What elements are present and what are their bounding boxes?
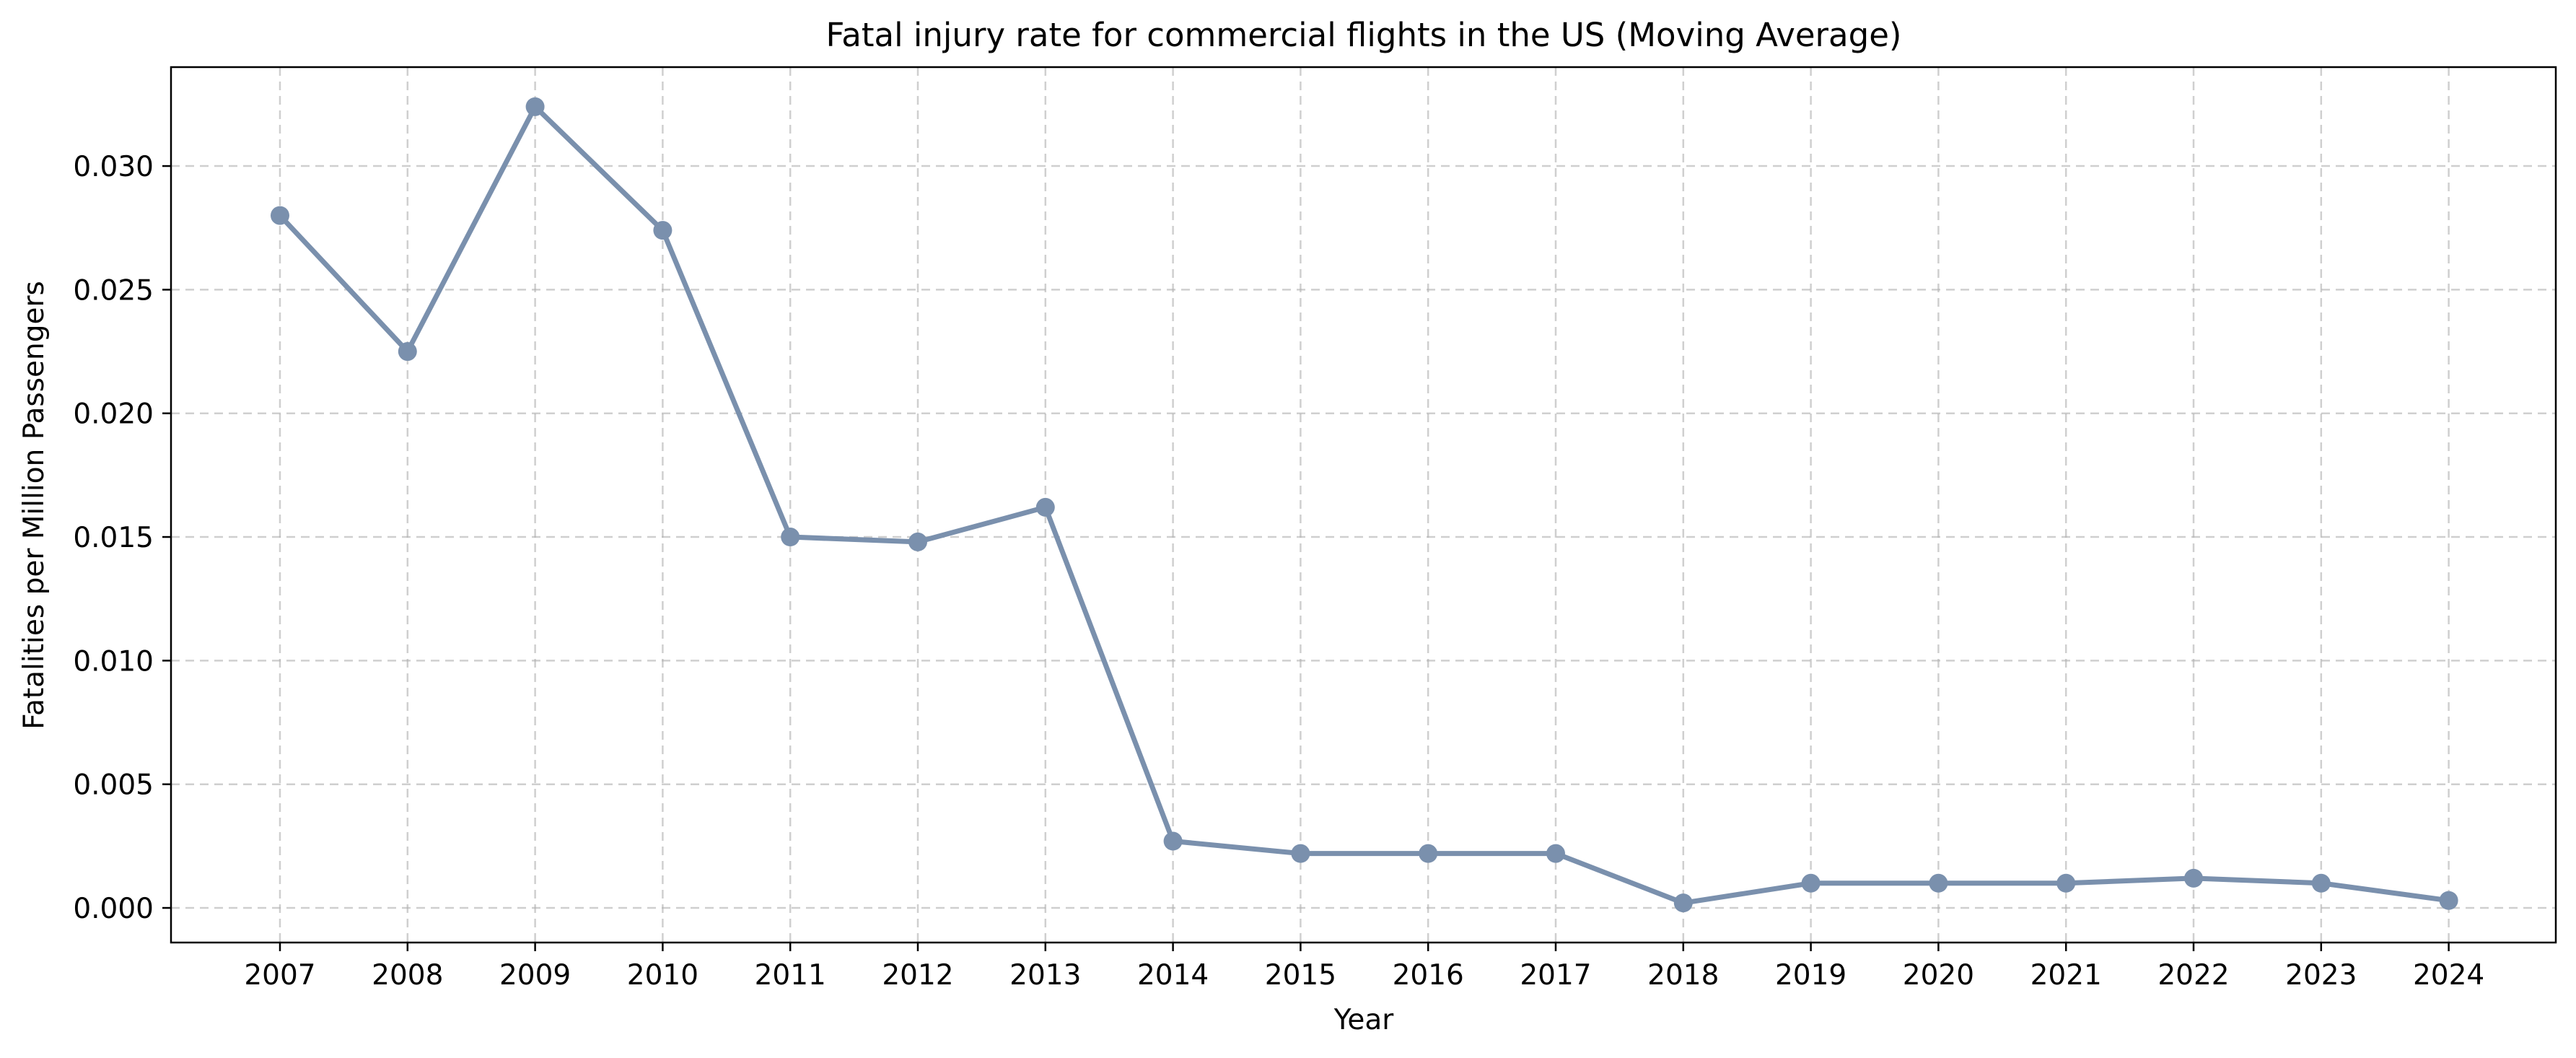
y-tick-label: 0.010 bbox=[73, 645, 154, 678]
x-tick-label: 2018 bbox=[1647, 959, 1719, 992]
data-point bbox=[653, 221, 673, 240]
data-series bbox=[271, 97, 2458, 913]
x-tick-label: 2010 bbox=[627, 959, 698, 992]
x-tick-label: 2016 bbox=[1393, 959, 1464, 992]
data-point bbox=[1673, 893, 1693, 913]
data-point bbox=[1419, 844, 1438, 863]
y-tick-label: 0.015 bbox=[73, 522, 154, 554]
x-tick-label: 2014 bbox=[1137, 959, 1209, 992]
x-tick-label: 2007 bbox=[244, 959, 315, 992]
series-line bbox=[277, 104, 2452, 906]
data-point bbox=[1546, 844, 1565, 863]
data-point bbox=[781, 528, 800, 547]
data-point bbox=[2439, 891, 2458, 910]
x-tick-label: 2021 bbox=[2030, 959, 2102, 992]
data-point bbox=[1035, 497, 1055, 517]
y-tick-label: 0.005 bbox=[73, 769, 154, 802]
x-tick-label: 2008 bbox=[372, 959, 443, 992]
x-tick-label: 2019 bbox=[1775, 959, 1846, 992]
chart-title: Fatal injury rate for commercial flights… bbox=[826, 16, 1902, 54]
x-axis-label: Year bbox=[1333, 1004, 1395, 1036]
x-tick-label: 2013 bbox=[1009, 959, 1081, 992]
data-point bbox=[2056, 873, 2076, 893]
x-tick-label: 2011 bbox=[755, 959, 826, 992]
x-tick-label: 2012 bbox=[882, 959, 953, 992]
data-point bbox=[2311, 873, 2331, 893]
data-point bbox=[1291, 844, 1310, 863]
x-tick-label: 2017 bbox=[1520, 959, 1591, 992]
x-tick-label: 2022 bbox=[2157, 959, 2229, 992]
grid bbox=[171, 67, 2556, 943]
data-point bbox=[1929, 873, 1948, 893]
plot-area-frame bbox=[170, 66, 2557, 944]
y-axis-label: Fatalities per Million Passengers bbox=[18, 281, 51, 730]
x-tick-label: 2009 bbox=[499, 959, 571, 992]
x-tick-label: 2015 bbox=[1265, 959, 1336, 992]
data-point bbox=[908, 532, 927, 551]
data-point bbox=[271, 206, 289, 225]
data-point bbox=[1163, 831, 1183, 851]
x-tick-label: 2024 bbox=[2413, 959, 2484, 992]
y-tick-label: 0.020 bbox=[73, 398, 154, 431]
data-point bbox=[1801, 873, 1821, 893]
x-tick-label: 2020 bbox=[1903, 959, 1974, 992]
y-tick-label: 0.025 bbox=[73, 274, 154, 307]
y-tick-label: 0.030 bbox=[73, 151, 154, 183]
axis-ticks: 2007 2008 2009 2010 2011 2012 2013 2014 2015 2016… bbox=[73, 151, 2484, 992]
y-tick-label: 0.000 bbox=[73, 893, 154, 925]
x-tick-label: 2023 bbox=[2285, 959, 2357, 992]
data-point bbox=[2184, 868, 2203, 888]
data-point bbox=[398, 342, 417, 362]
data-point bbox=[525, 97, 545, 116]
